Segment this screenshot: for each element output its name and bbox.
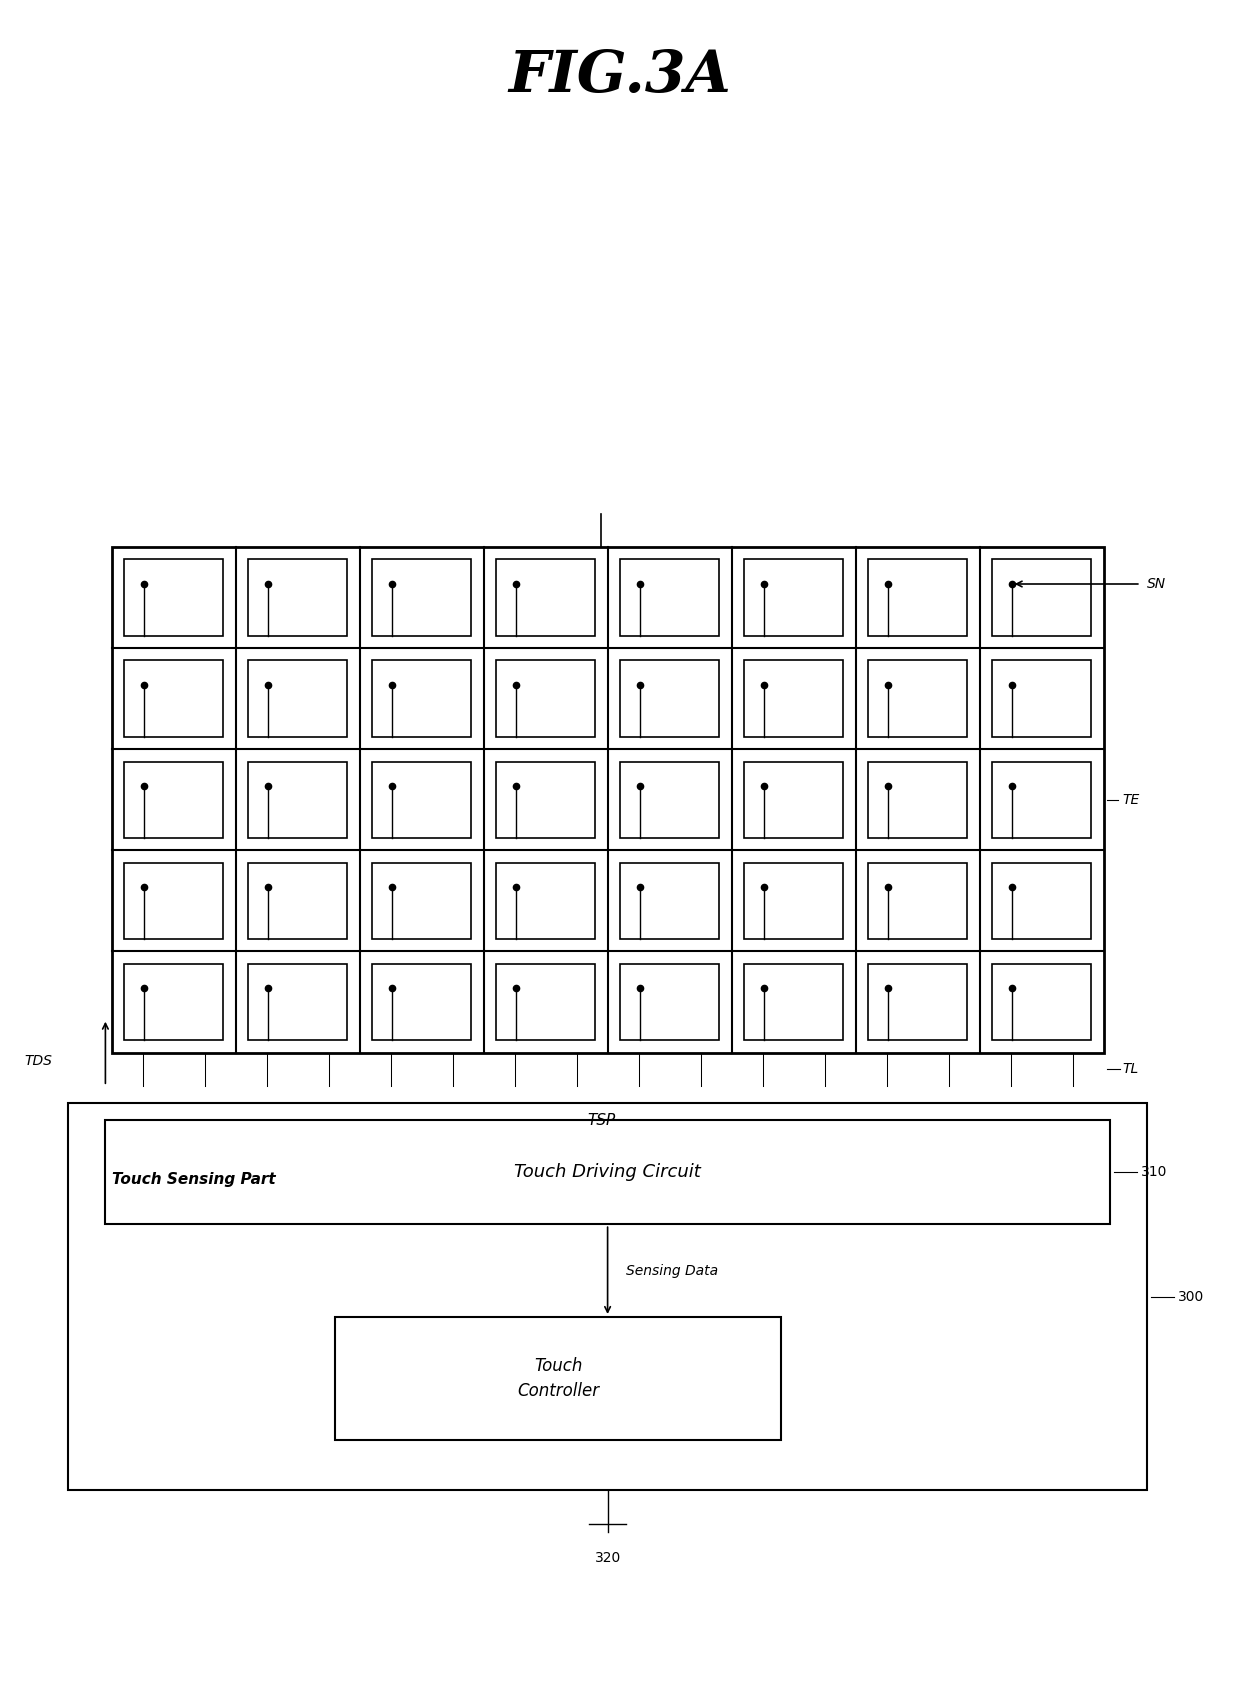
Bar bbox=[620, 660, 719, 738]
Bar bbox=[248, 761, 347, 839]
Text: 310: 310 bbox=[1141, 1165, 1167, 1179]
Bar bbox=[868, 559, 967, 637]
Bar bbox=[124, 963, 223, 1041]
Text: SN: SN bbox=[1147, 578, 1166, 591]
Text: Touch Sensing Part: Touch Sensing Part bbox=[112, 1172, 275, 1187]
Bar bbox=[372, 660, 471, 738]
Bar bbox=[992, 660, 1091, 738]
Bar bbox=[744, 660, 843, 738]
Bar bbox=[124, 559, 223, 637]
Bar bbox=[372, 559, 471, 637]
Text: FIG.3A: FIG.3A bbox=[508, 47, 732, 104]
Bar bbox=[372, 862, 471, 940]
Bar bbox=[620, 761, 719, 839]
Text: Sensing Data: Sensing Data bbox=[626, 1263, 718, 1278]
Bar bbox=[248, 862, 347, 940]
Bar bbox=[248, 660, 347, 738]
Bar bbox=[372, 761, 471, 839]
Bar bbox=[744, 862, 843, 940]
Bar bbox=[248, 559, 347, 637]
Bar bbox=[620, 862, 719, 940]
Bar bbox=[496, 963, 595, 1041]
Bar bbox=[868, 963, 967, 1041]
Text: TL: TL bbox=[1122, 1063, 1138, 1076]
Text: Touch
Controller: Touch Controller bbox=[517, 1357, 599, 1399]
Bar bbox=[992, 559, 1091, 637]
Text: TDS: TDS bbox=[25, 1054, 52, 1068]
Bar bbox=[124, 862, 223, 940]
Text: TE: TE bbox=[1122, 793, 1140, 807]
Bar bbox=[620, 963, 719, 1041]
Bar bbox=[496, 660, 595, 738]
Bar bbox=[620, 559, 719, 637]
Bar bbox=[496, 761, 595, 839]
Text: 300: 300 bbox=[1178, 1290, 1204, 1303]
Bar bbox=[335, 1317, 781, 1440]
Bar bbox=[744, 761, 843, 839]
Bar bbox=[868, 660, 967, 738]
Bar bbox=[868, 862, 967, 940]
Bar bbox=[992, 761, 1091, 839]
Bar bbox=[992, 862, 1091, 940]
Text: TSP: TSP bbox=[588, 1113, 615, 1128]
Bar bbox=[124, 761, 223, 839]
Bar bbox=[744, 963, 843, 1041]
Bar bbox=[248, 963, 347, 1041]
Bar bbox=[372, 963, 471, 1041]
Text: Touch Driving Circuit: Touch Driving Circuit bbox=[515, 1164, 701, 1180]
Bar bbox=[124, 660, 223, 738]
Text: 320: 320 bbox=[594, 1551, 621, 1564]
Bar bbox=[68, 1103, 1147, 1490]
Bar bbox=[992, 963, 1091, 1041]
Bar bbox=[744, 559, 843, 637]
Bar bbox=[112, 547, 1104, 1052]
Bar bbox=[105, 1120, 1110, 1224]
Bar bbox=[496, 862, 595, 940]
Bar bbox=[868, 761, 967, 839]
Bar bbox=[496, 559, 595, 637]
